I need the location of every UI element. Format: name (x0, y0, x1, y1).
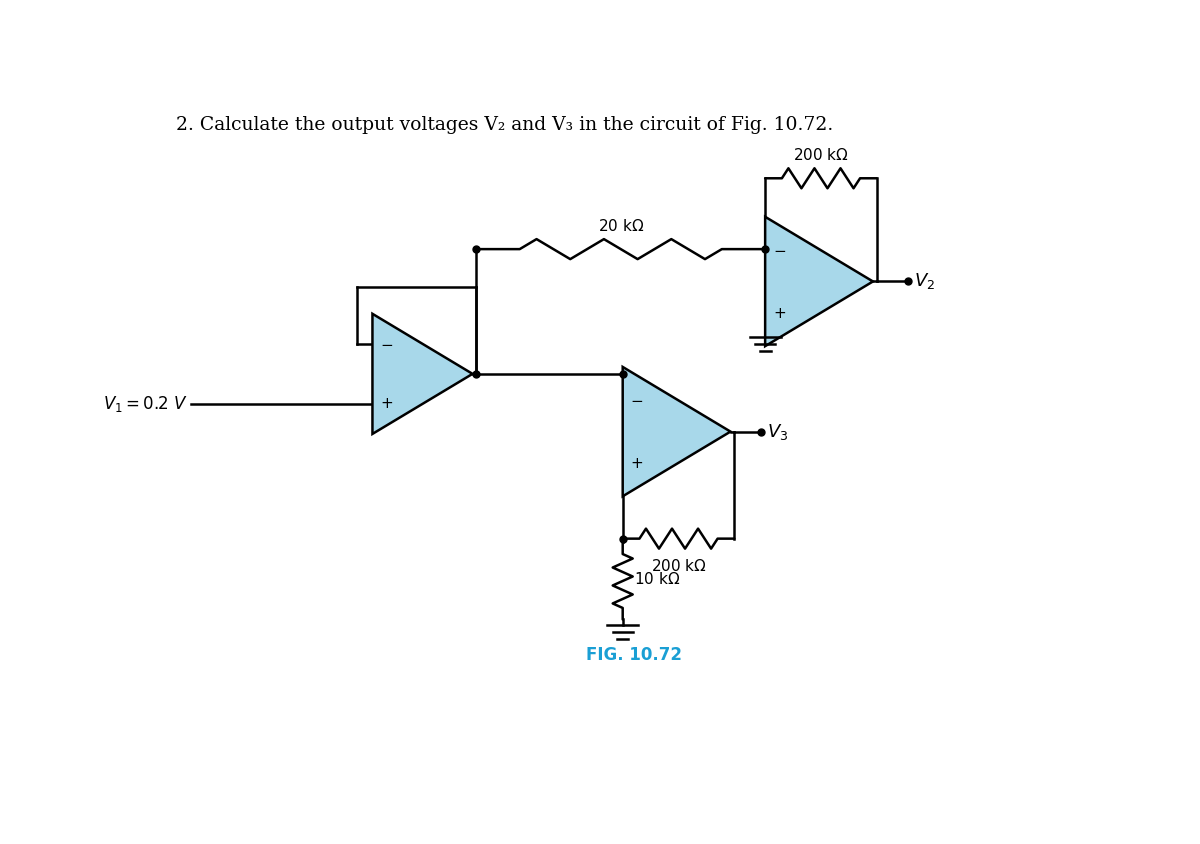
Text: $V_3$: $V_3$ (768, 422, 788, 441)
Polygon shape (623, 367, 731, 496)
Text: 200 k$\Omega$: 200 k$\Omega$ (650, 558, 707, 574)
Text: 200 k$\Omega$: 200 k$\Omega$ (793, 147, 848, 163)
Text: 2. Calculate the output voltages V₂ and V₃ in the circuit of Fig. 10.72.: 2. Calculate the output voltages V₂ and … (176, 116, 833, 134)
Text: FIG. 10.72: FIG. 10.72 (587, 647, 683, 664)
Text: $+$: $+$ (380, 397, 394, 411)
Text: $V_2$: $V_2$ (913, 272, 935, 291)
Text: $-$: $-$ (380, 336, 394, 351)
Text: $+$: $+$ (630, 457, 643, 472)
Text: $-$: $-$ (630, 392, 643, 407)
Polygon shape (766, 217, 872, 346)
Text: $-$: $-$ (773, 241, 786, 257)
Text: $+$: $+$ (773, 306, 786, 322)
Polygon shape (372, 314, 473, 434)
Text: 10 k$\Omega$: 10 k$\Omega$ (635, 571, 680, 587)
Text: $V_1 = 0.2$ V: $V_1 = 0.2$ V (103, 394, 187, 414)
Text: 20 k$\Omega$: 20 k$\Omega$ (598, 218, 644, 234)
